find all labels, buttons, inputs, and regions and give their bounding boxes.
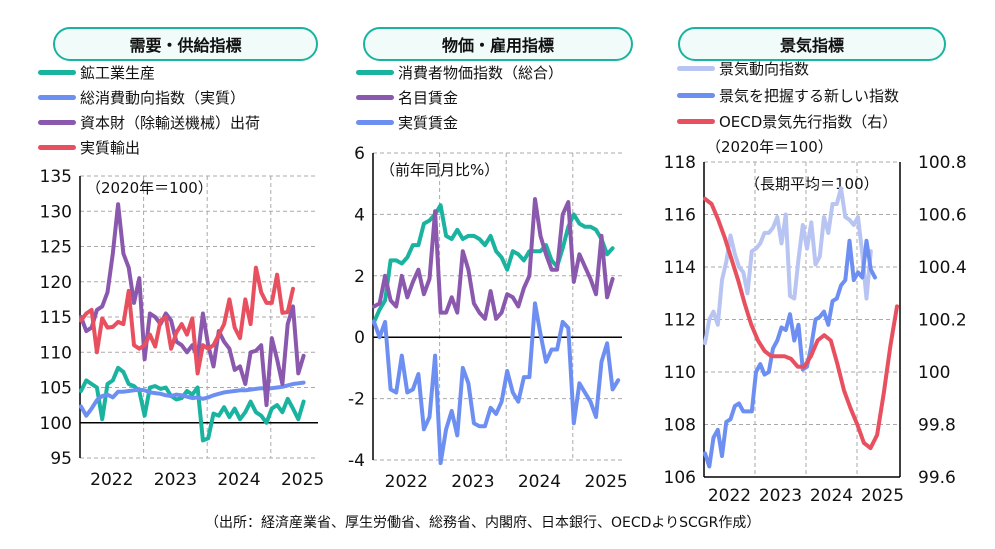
x-tick-label: 2022 — [385, 472, 428, 492]
legend-item: 実質賃金 — [356, 112, 458, 133]
y-tick-label: -2 — [348, 390, 365, 410]
x-tick-label: 2024 — [810, 486, 853, 506]
y-tick-label: -4 — [348, 451, 365, 471]
legend-swatch — [677, 66, 715, 71]
legend-item: 景気を把握する新しい指数 — [677, 85, 899, 106]
y-tick-label: 105 — [40, 379, 72, 399]
x-tick-label: 2023 — [154, 470, 197, 490]
x-tick-label: 2022 — [708, 486, 751, 506]
legend-swatch — [356, 95, 394, 100]
unit-note: （2020年＝100） — [86, 179, 213, 197]
y-tick-label: 125 — [40, 238, 72, 258]
y-tick-label: 110 — [40, 343, 72, 363]
legend-label: 実質輸出 — [80, 139, 141, 157]
y-tick-label: 6 — [354, 144, 365, 164]
panel-title-prices: 物価・雇用指標 — [363, 27, 633, 61]
series-line — [372, 203, 615, 324]
y-tick-label: 4 — [354, 205, 365, 225]
legend-swatch — [356, 120, 394, 125]
legend-label: 消費者物価指数（総合） — [398, 64, 564, 82]
legend-label: OECD景気先行指数（右） — [719, 113, 898, 131]
y-tick-label: 0 — [354, 328, 365, 348]
y-tick-label: 116 — [664, 206, 696, 226]
legend-item: 実質輸出 — [38, 137, 140, 158]
y-tick-label: 115 — [40, 308, 72, 328]
series-line — [79, 202, 306, 408]
x-tick-label: 2025 — [281, 470, 324, 490]
legend-item: 景気動向指数 — [677, 58, 809, 79]
y-tick-label-right: 99.8 — [918, 416, 956, 436]
legend-item: 名目賃金 — [356, 87, 458, 108]
x-tick-label: 2025 — [861, 486, 904, 506]
y-tick-label-right: 100.8 — [918, 153, 967, 173]
series-line — [703, 186, 873, 346]
y-tick-label: 95 — [50, 449, 72, 469]
legend-item: OECD景気先行指数（右） — [677, 111, 897, 132]
panel-title-business: 景気指標 — [678, 27, 946, 61]
y-tick-label-right: 99.6 — [918, 468, 956, 488]
y-tick-label: 135 — [40, 167, 72, 187]
y-tick-label-right: 100.2 — [918, 311, 967, 331]
legend-swatch — [38, 120, 76, 125]
legend-label: 景気を把握する新しい指数 — [719, 87, 900, 105]
source-note: （出所：経済産業省、厚生労働省、総務省、内閣府、日本銀行、OECDよりSCGR作… — [205, 515, 761, 531]
y-tick-label: 2 — [354, 267, 365, 287]
series-line — [703, 238, 877, 469]
legend-item: 鉱工業生産 — [38, 62, 155, 83]
y-tick-label-right: 100.4 — [918, 258, 967, 278]
y-tick-label-right: 100 — [918, 363, 950, 383]
y-tick-label: 100 — [40, 414, 72, 434]
legend-label: 総消費動向指数（実質） — [80, 89, 246, 107]
series-line — [372, 197, 615, 321]
y-tick-label: 106 — [664, 468, 696, 488]
legend-label: 実質賃金 — [398, 114, 459, 132]
panel-title-demand: 需要・供給指標 — [53, 27, 318, 61]
legend-label: 景気動向指数 — [719, 60, 810, 78]
y-tick-label: 114 — [664, 258, 696, 278]
x-tick-label: 2024 — [217, 470, 260, 490]
series-line — [703, 196, 899, 451]
x-tick-label: 2023 — [451, 472, 494, 492]
legend-label: 資本財（除輸送機械）出荷 — [80, 114, 261, 132]
series-line — [372, 301, 621, 466]
legend-item: 総消費動向指数（実質） — [38, 87, 245, 108]
x-tick-label: 2025 — [584, 472, 627, 492]
legend-swatch — [677, 119, 715, 124]
x-tick-label: 2024 — [518, 472, 561, 492]
series-line — [79, 265, 295, 376]
legend-item: 消費者物価指数（総合） — [356, 62, 563, 83]
legend-swatch — [677, 93, 715, 98]
y-tick-label: 120 — [40, 273, 72, 293]
x-tick-label: 2022 — [90, 470, 133, 490]
legend-swatch — [38, 70, 76, 75]
y-tick-label: 112 — [664, 311, 696, 331]
y-tick-label-right: 100.6 — [918, 206, 967, 226]
legend-swatch — [356, 70, 394, 75]
legend-item: 資本財（除輸送機械）出荷 — [38, 112, 260, 133]
unit-note: （2020年＝100） — [706, 138, 833, 156]
unit-note-right: （長期平均＝100） — [745, 175, 879, 193]
y-tick-label: 108 — [664, 416, 696, 436]
x-tick-label: 2023 — [759, 486, 802, 506]
y-tick-label: 110 — [664, 363, 696, 383]
y-tick-label: 130 — [40, 202, 72, 222]
series-line — [79, 365, 306, 443]
legend-label: 名目賃金 — [398, 89, 459, 107]
legend-swatch — [38, 145, 76, 150]
legend-label: 鉱工業生産 — [80, 64, 156, 82]
unit-note: （前年同月比%） — [380, 161, 499, 179]
legend-swatch — [38, 95, 76, 100]
y-tick-label: 118 — [664, 153, 696, 173]
